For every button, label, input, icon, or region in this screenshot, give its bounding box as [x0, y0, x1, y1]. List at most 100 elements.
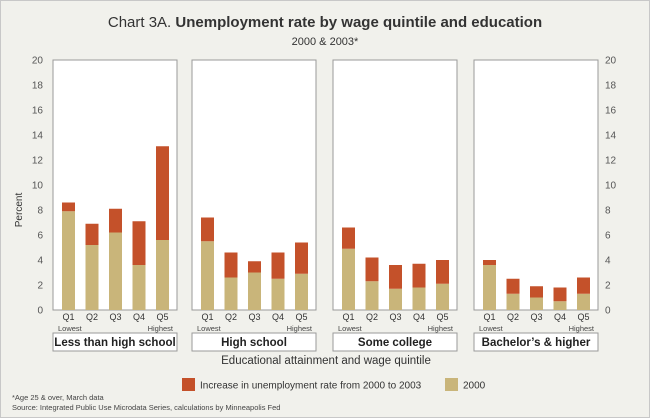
panel-1: Less than high school Q1 Q2 Q3 Q4 Q5 Lowest Hig… [52, 59, 178, 352]
bar-2000 [248, 272, 261, 310]
bar-increase [389, 265, 402, 289]
y-tick-label-left: 14 [32, 131, 44, 142]
y-tick-label-right: 16 [605, 106, 617, 117]
quintile-label: Q3 [530, 312, 542, 322]
bar-2000 [436, 283, 449, 310]
bar-2000 [577, 293, 590, 310]
panel-2: High school Q1 Q2 Q3 Q4 Q5 Lowest Highest [191, 59, 317, 352]
left-y-axis: 0 2 4 6 8 10 12 14 16 18 20 [32, 56, 44, 317]
bar-increase [577, 277, 590, 294]
y-tick-label-right: 18 [605, 81, 617, 92]
quintile-label: Q2 [507, 312, 519, 322]
legend-swatch-2000 [445, 378, 458, 391]
y-tick-label-left: 20 [32, 56, 44, 67]
highest-label: Highest [148, 324, 174, 333]
quintile-label: Q5 [295, 312, 307, 322]
bar-2000 [109, 232, 122, 310]
footnote: *Age 25 & over, March data [12, 393, 105, 402]
y-tick-label-left: 16 [32, 106, 44, 117]
quintile-label: Q5 [577, 312, 589, 322]
y-tick-label-right: 0 [605, 306, 611, 317]
y-tick-label-right: 8 [605, 206, 611, 217]
panels: Less than high school Q1 Q2 Q3 Q4 Q5 Lowest Hig… [52, 59, 599, 352]
y-tick-label-right: 14 [605, 131, 617, 142]
quintile-label: Q2 [366, 312, 378, 322]
lowest-label: Lowest [197, 324, 222, 333]
bar-increase [271, 252, 285, 279]
y-tick-label-left: 8 [37, 206, 43, 217]
quintile-label: Q1 [483, 312, 495, 322]
y-tick-label-right: 10 [605, 181, 617, 192]
bar-2000 [295, 273, 308, 310]
quintile-label: Q4 [272, 312, 284, 322]
bar-increase [342, 227, 355, 249]
legend-swatch-increase [182, 378, 195, 391]
bar-increase [295, 242, 308, 274]
bar-2000 [483, 265, 496, 310]
group-label-box [52, 332, 178, 352]
bar-increase [132, 221, 146, 265]
bar-increase [85, 223, 99, 245]
bar-2000 [271, 278, 285, 310]
bar-increase [224, 252, 238, 278]
panel-3: Some college Q1 Q2 Q3 Q4 Q5 Lowest Highest [332, 59, 458, 352]
bar-2000 [85, 245, 99, 310]
lowest-label: Lowest [479, 324, 504, 333]
bar-increase [156, 146, 169, 240]
group-label-box [473, 332, 599, 352]
y-tick-label-right: 12 [605, 156, 617, 167]
bar-2000 [224, 277, 238, 310]
chart-subtitle: 2000 & 2003* [292, 36, 359, 48]
bar-increase [201, 217, 214, 242]
source-note: Source: Integrated Public Use Microdata … [12, 403, 280, 412]
group-label: Less than high school [54, 337, 175, 349]
y-tick-label-right: 2 [605, 281, 611, 292]
quintile-label: Q5 [436, 312, 448, 322]
quintile-label: Q5 [156, 312, 168, 322]
bar-2000 [156, 240, 169, 310]
quintile-label: Q4 [133, 312, 145, 322]
group-label-box [191, 332, 317, 352]
y-tick-label-left: 4 [37, 256, 43, 267]
bar-increase [109, 208, 122, 233]
bar-increase [506, 278, 520, 294]
group-label: Bachelor’s & higher [482, 337, 591, 349]
y-tick-label-right: 4 [605, 256, 611, 267]
bar-increase [365, 257, 379, 282]
y-tick-label-left: 10 [32, 181, 44, 192]
y-tick-label-left: 2 [37, 281, 43, 292]
bar-2000 [389, 288, 402, 310]
bar-increase [412, 263, 426, 288]
quintile-label: Q3 [248, 312, 260, 322]
highest-label: Highest [428, 324, 454, 333]
quintile-label: Q2 [86, 312, 98, 322]
quintile-label: Q3 [109, 312, 121, 322]
group-label: High school [221, 337, 287, 349]
panel-4: Bachelor’s & higher Q1 Q2 Q3 Q4 Q5 Lowest Highe… [473, 59, 599, 352]
quintile-label: Q3 [389, 312, 401, 322]
chart-title-text: Unemployment rate by wage quintile and e… [175, 14, 542, 31]
chart-number: Chart 3A. [108, 14, 171, 31]
right-y-axis: 0 2 4 6 8 10 12 14 16 18 20 [605, 56, 617, 317]
y-tick-label-right: 6 [605, 231, 611, 242]
y-axis-label: Percent [14, 193, 25, 228]
bar-2000 [342, 248, 355, 310]
legend-label-increase: Increase in unemployment rate from 2000 … [200, 381, 422, 392]
highest-label: Highest [287, 324, 313, 333]
quintile-label: Q2 [225, 312, 237, 322]
bar-increase [530, 286, 543, 298]
highest-label: Highest [569, 324, 595, 333]
bar-2000 [412, 287, 426, 310]
quintile-label: Q4 [554, 312, 566, 322]
y-tick-label-left: 0 [37, 306, 43, 317]
group-label-box [332, 332, 458, 352]
y-tick-label-left: 12 [32, 156, 44, 167]
y-tick-label-left: 18 [32, 81, 44, 92]
y-tick-label-right: 20 [605, 56, 617, 67]
bar-2000 [365, 281, 379, 310]
lowest-label: Lowest [58, 324, 83, 333]
bar-2000 [506, 293, 520, 310]
bar-2000 [132, 265, 146, 310]
group-label: Some college [358, 337, 432, 349]
